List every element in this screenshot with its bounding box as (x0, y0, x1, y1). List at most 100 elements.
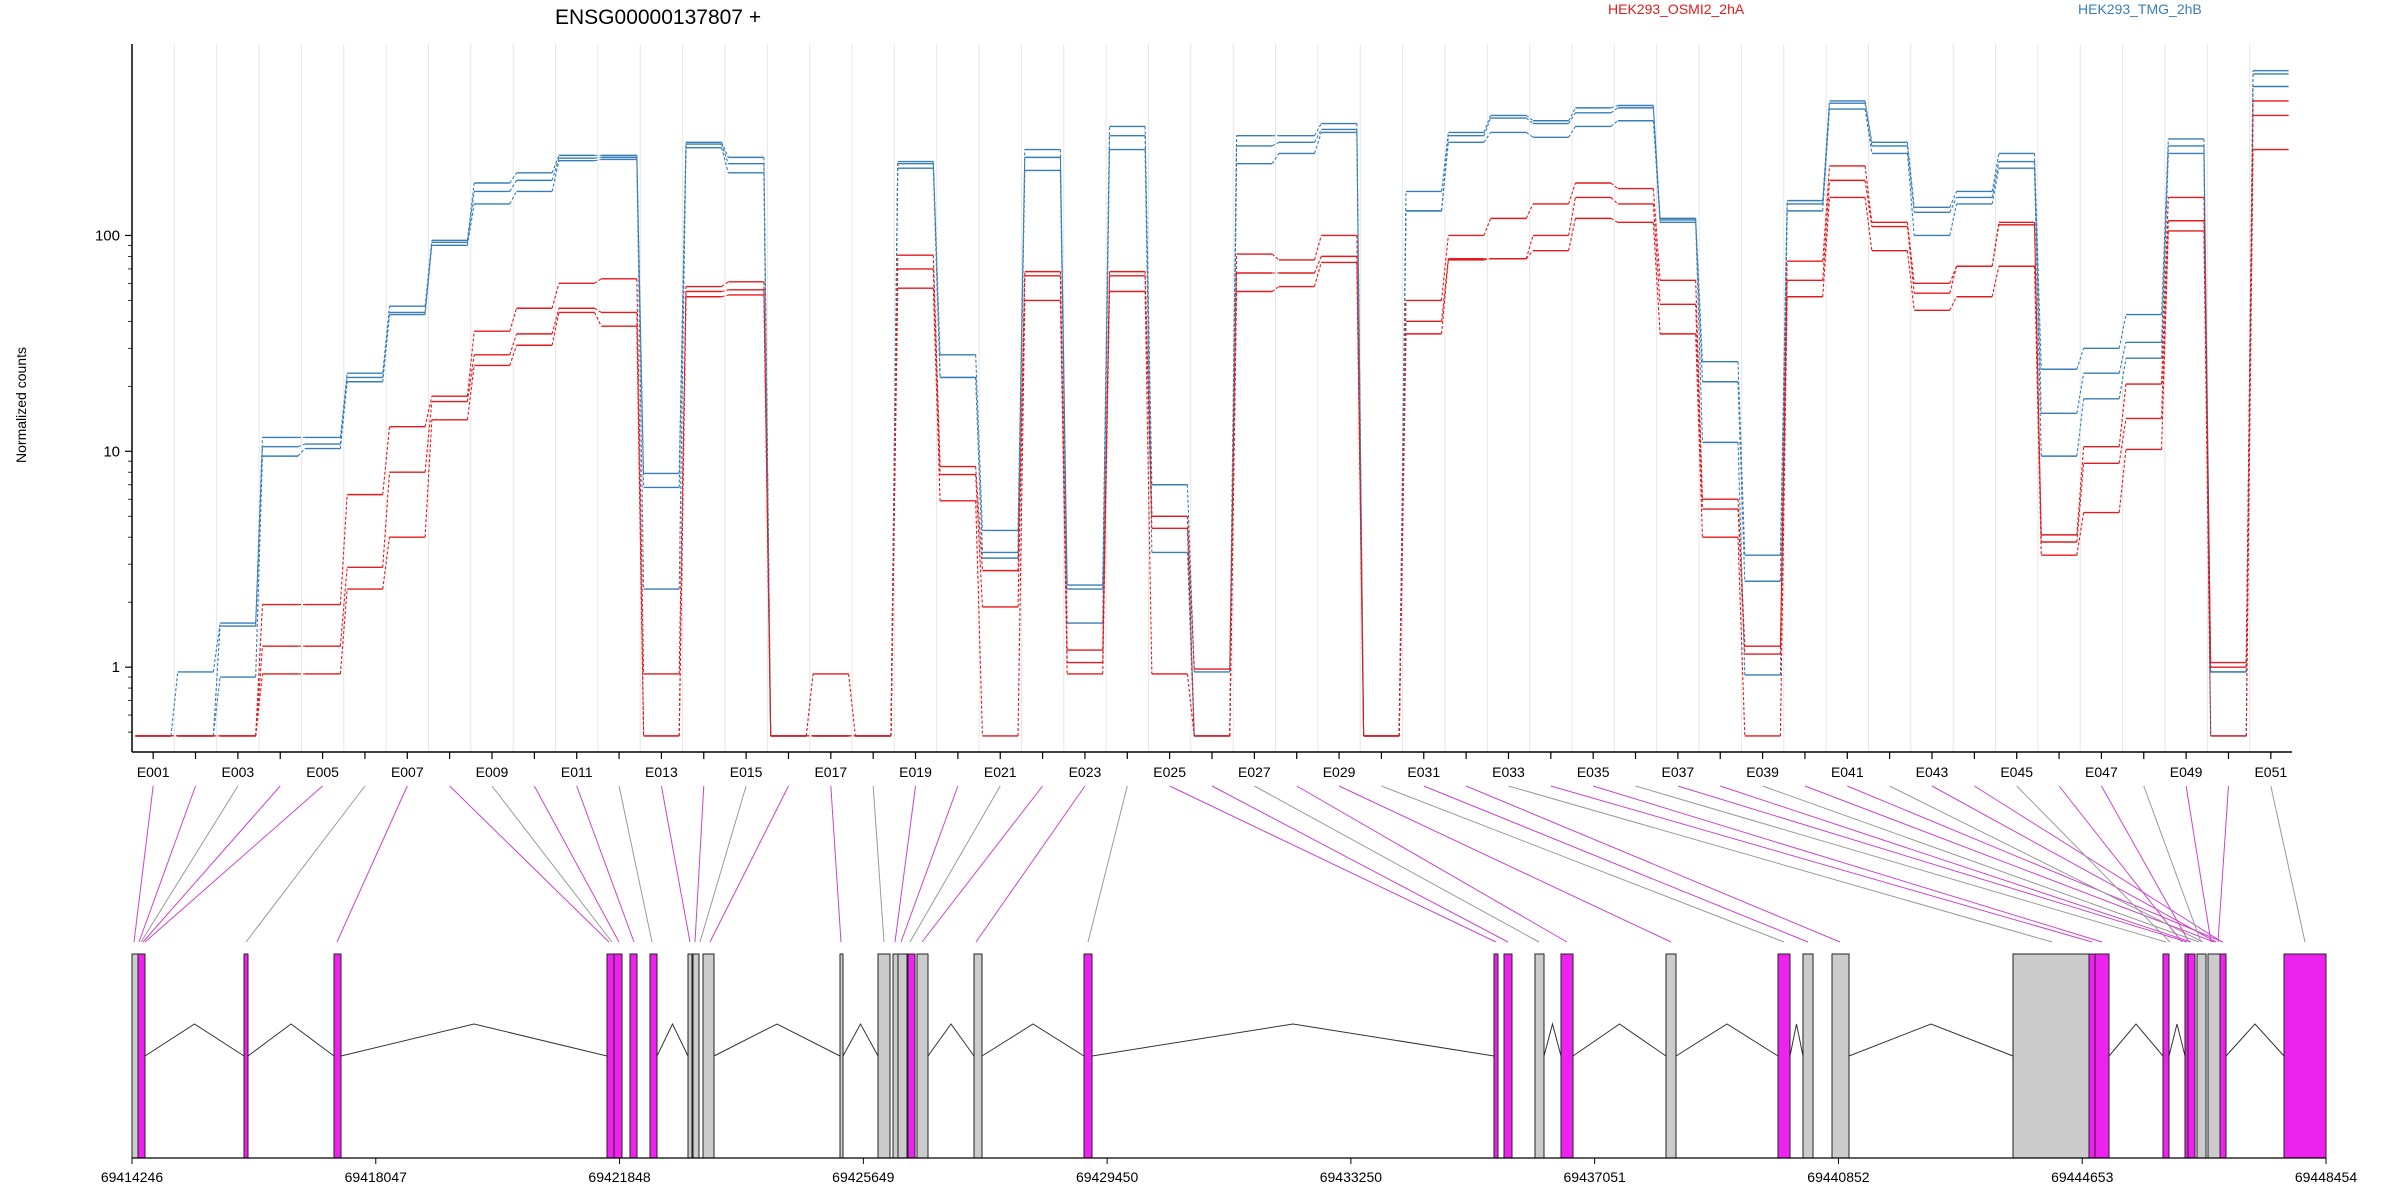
exon-connector (133, 785, 154, 943)
series-link (339, 373, 348, 438)
genome-tick-label: 69414246 (101, 1169, 164, 1185)
series-link (1441, 258, 1449, 322)
series-link (424, 245, 433, 315)
series-link (1017, 275, 1026, 607)
series-link (1822, 165, 1831, 262)
series-link (2203, 230, 2212, 736)
series-link (1864, 109, 1873, 154)
exon-block (1083, 953, 1093, 1159)
exon-connector (336, 785, 408, 943)
series-link (975, 377, 983, 559)
exon-connector (694, 785, 705, 943)
exon-block (629, 953, 638, 1159)
exon-connector (138, 785, 196, 943)
series-link (551, 283, 560, 309)
series-link (1949, 266, 1958, 284)
series-link (255, 673, 263, 737)
series-link (466, 191, 475, 243)
series-link (1525, 203, 1534, 219)
series-link (382, 426, 391, 495)
series-link (1949, 191, 1958, 208)
series-link (2076, 463, 2085, 543)
exon-block (2088, 953, 2096, 1159)
series-link (509, 180, 518, 192)
series-link (2118, 342, 2127, 374)
exon-connector (1635, 785, 2167, 943)
exon-block (1503, 953, 1513, 1159)
exon-block (892, 953, 899, 1159)
series-link (1610, 197, 1619, 205)
exon-connector (2185, 785, 2212, 943)
series-link (975, 466, 983, 571)
series-link (594, 156, 602, 159)
x-tick-label: E027 (1238, 764, 1271, 780)
series-link (2033, 168, 2042, 457)
intron-line (2225, 1023, 2285, 1057)
series-link (1652, 105, 1661, 219)
intron-line (713, 1023, 841, 1057)
series-link (1610, 104, 1618, 109)
series-link (1525, 117, 1534, 124)
x-tick-label: E033 (1492, 764, 1525, 780)
exon-connector (2016, 785, 2171, 943)
series-link (1144, 149, 1153, 553)
exon-connector (1762, 785, 2200, 943)
series-link (1906, 226, 1915, 294)
series-link (721, 294, 729, 298)
series-link (975, 500, 983, 736)
x-tick-label: E011 (561, 764, 593, 780)
series-link (1906, 250, 1915, 311)
exon-connector (975, 785, 1086, 943)
x-tick-label: E013 (645, 764, 678, 780)
exon-connector (1254, 785, 1540, 943)
series-link (1525, 250, 1534, 260)
series-link (1017, 300, 1026, 736)
x-tick-label: E009 (476, 764, 509, 780)
series-link (2076, 373, 2085, 414)
series-link (424, 401, 433, 473)
gene-model (131, 953, 2327, 1159)
exon-block (606, 953, 615, 1159)
series-link (721, 147, 729, 174)
legend-osmi2: HEK293_OSMI2_2hA (1608, 1, 1745, 17)
exon-block (839, 953, 844, 1159)
y-ticks: 1 10 100 (95, 227, 132, 733)
series-link (1313, 132, 1322, 154)
exon-block (687, 953, 693, 1159)
series-link (1652, 203, 1661, 305)
series-link (2033, 266, 2042, 556)
exon-connector (144, 785, 323, 943)
series-link (1949, 203, 1958, 236)
series-link (1779, 203, 1788, 582)
series-link (1102, 291, 1111, 674)
x-tick-label: E019 (899, 764, 932, 780)
series-tmg (135, 73, 2289, 737)
x-tick-label: E037 (1662, 764, 1695, 780)
series-link (551, 155, 560, 174)
exon-block (243, 953, 249, 1159)
series-link (339, 494, 348, 605)
series-link (1229, 291, 1238, 736)
series-link (466, 331, 475, 397)
series-link (1568, 182, 1576, 205)
series-link (636, 278, 645, 674)
series-link (721, 281, 729, 287)
x-tick-label: E049 (2170, 764, 2203, 780)
intron-line (1543, 1022, 1562, 1057)
x-tick-label: E041 (1831, 764, 1864, 780)
series-link (721, 143, 729, 164)
x-tick-label: E015 (730, 764, 763, 780)
exon-connector (872, 785, 885, 943)
intron-line (144, 1023, 245, 1057)
exon-block (2283, 953, 2327, 1159)
series-link (1949, 296, 1958, 311)
exon-connector (1804, 785, 2215, 943)
exon-connector (894, 785, 917, 943)
series-link (1568, 112, 1576, 124)
series-link (678, 286, 687, 674)
series-link (932, 288, 941, 501)
exon-connector (699, 785, 747, 943)
series-link (509, 333, 518, 355)
exon-block (613, 953, 623, 1159)
series-link (339, 567, 348, 647)
